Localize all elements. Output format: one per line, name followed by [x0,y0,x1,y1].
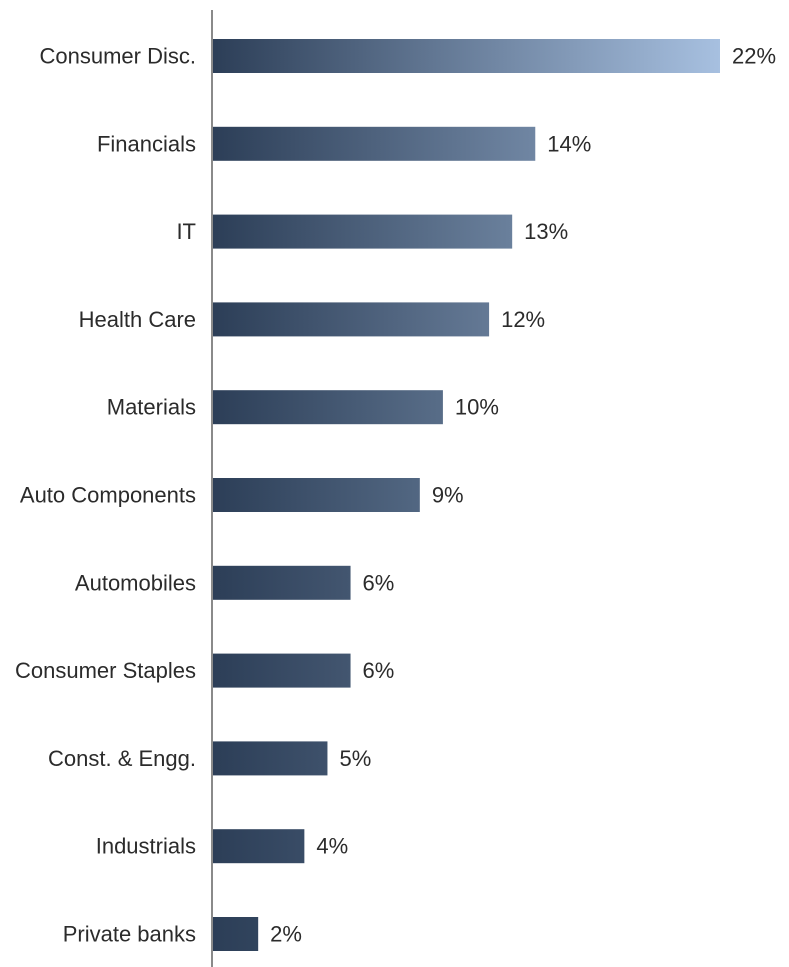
bars-layer [212,39,720,951]
bar-automobiles [212,565,351,600]
value-label: 6% [363,658,395,683]
bar-materials [212,390,443,425]
bar-consumer-staples [212,653,351,688]
category-label: Financials [97,131,196,156]
bar-it [212,214,513,249]
category-label: Private banks [63,922,196,947]
bar-financials [212,126,536,161]
value-label: 4% [316,834,348,859]
category-label: Consumer Disc. [40,44,196,69]
value-label: 9% [432,483,464,508]
value-label: 5% [339,746,371,771]
bar-private-banks [212,917,259,951]
value-labels: 22% 14% 13% 12% 10% 9% 6% 6% 5% 4% 2% [270,44,776,947]
value-label: 6% [363,570,395,595]
category-label: Auto Components [20,483,196,508]
category-label: Consumer Staples [15,658,196,683]
category-label: Industrials [96,834,196,859]
value-label: 10% [455,395,499,420]
bar-health-care [212,302,490,337]
value-label: 2% [270,922,302,947]
value-label: 22% [732,44,776,69]
value-label: 12% [501,307,545,332]
value-label: 14% [547,131,591,156]
bar-industrials [212,829,305,864]
bar-const-engg [212,741,328,776]
category-label: Automobiles [75,570,196,595]
category-label: Health Care [79,307,196,332]
category-labels: Consumer Disc. Financials IT Health Care Mat… [15,44,196,947]
category-label: Const. & Engg. [48,746,196,771]
category-label: Materials [107,395,196,420]
category-label: IT [176,219,196,244]
bar-auto-components [212,478,420,512]
value-label: 13% [524,219,568,244]
bar-consumer-disc [212,39,720,73]
